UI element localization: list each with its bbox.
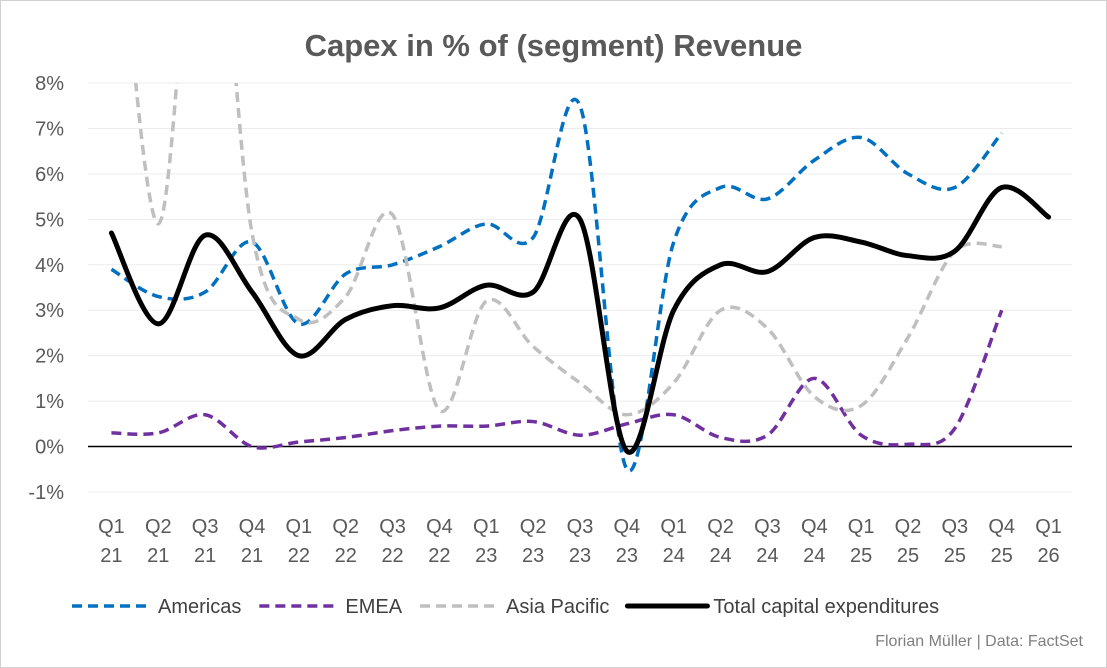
chart-title: Capex in % of (segment) Revenue xyxy=(304,28,803,63)
y-tick-label: 1% xyxy=(35,391,64,413)
x-tick-label: Q3 21 xyxy=(192,516,219,567)
x-tick-label: Q1 26 xyxy=(1035,516,1062,567)
y-tick-label: 5% xyxy=(35,209,64,231)
series-line-emea xyxy=(111,309,1004,450)
legend-label-americas: Americas xyxy=(158,596,241,618)
y-tick-label: -1% xyxy=(28,482,64,504)
x-tick-label: Q2 24 xyxy=(707,516,734,567)
x-tick-label: Q1 21 xyxy=(98,516,125,567)
y-tick-label: 8% xyxy=(35,73,64,95)
x-tick-label: Q2 23 xyxy=(520,516,547,567)
x-tick-label: Q2 22 xyxy=(332,516,359,567)
x-tick-label: Q3 22 xyxy=(379,516,406,567)
chart-credit: Florian Müller | Data: FactSet xyxy=(875,633,1083,650)
x-tick-label: Q4 23 xyxy=(614,516,641,567)
y-tick-label: 7% xyxy=(35,118,64,140)
x-tick-label: Q2 25 xyxy=(895,516,922,567)
x-tick-label: Q3 25 xyxy=(942,516,969,567)
y-tick-label: 4% xyxy=(35,255,64,277)
x-tick-label: Q4 24 xyxy=(801,516,828,567)
legend-label-emea: EMEA xyxy=(345,596,402,618)
legend-label-asia-pacific: Asia Pacific xyxy=(506,596,609,618)
y-tick-label: 3% xyxy=(35,300,64,322)
x-tick-label: Q1 22 xyxy=(286,516,313,567)
y-tick-label: 0% xyxy=(35,437,64,459)
x-tick-label: Q1 24 xyxy=(660,516,687,567)
x-tick-label: Q4 22 xyxy=(426,516,453,567)
x-tick-label: Q1 25 xyxy=(848,516,875,567)
series-line-americas xyxy=(110,97,1004,473)
x-tick-label: Q3 24 xyxy=(754,516,781,567)
x-tick-label: Q1 23 xyxy=(473,516,500,567)
x-tick-label: Q3 23 xyxy=(567,516,594,567)
series-line-asia-pacific xyxy=(134,83,1002,417)
legend-label-total-capital-expenditures: Total capital expenditures xyxy=(713,596,939,618)
y-tick-label: 6% xyxy=(35,164,64,186)
x-tick-label: Q4 21 xyxy=(239,516,266,567)
series-line-total-capital-expenditures xyxy=(108,184,1052,455)
x-tick-label: Q2 21 xyxy=(145,516,172,567)
x-tick-label: Q4 25 xyxy=(988,516,1015,567)
y-tick-label: 2% xyxy=(35,346,64,368)
